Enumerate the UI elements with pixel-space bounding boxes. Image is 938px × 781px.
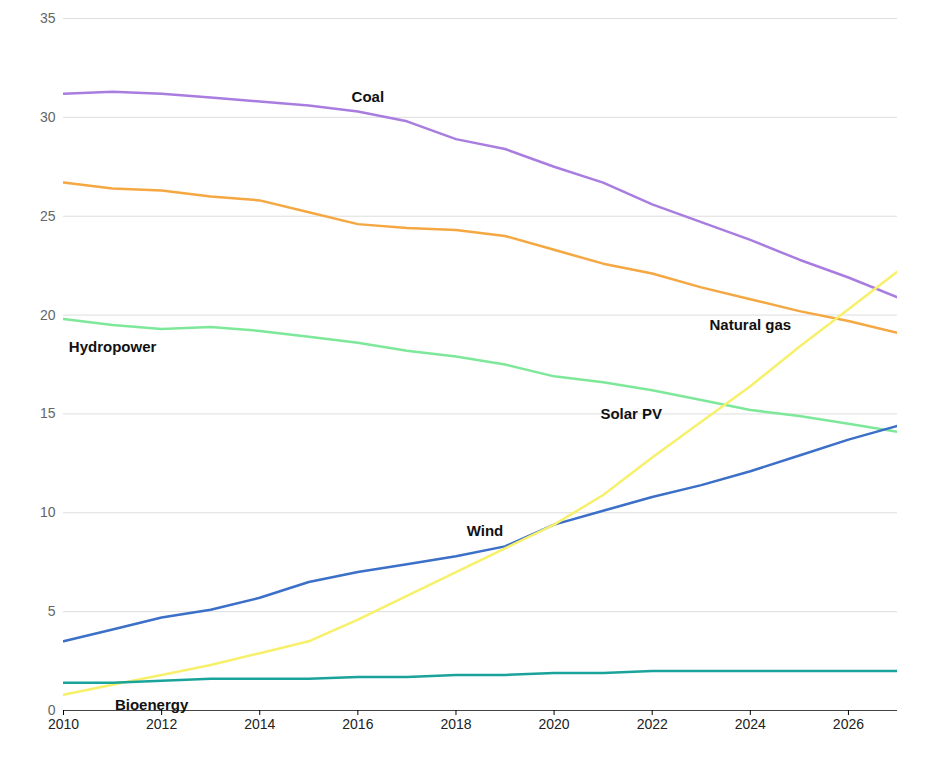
svg-text:30: 30 [40,109,56,125]
svg-text:2012: 2012 [146,716,177,732]
svg-text:2022: 2022 [637,716,668,732]
svg-text:2018: 2018 [440,716,471,732]
svg-text:25: 25 [40,208,56,224]
svg-text:Solar PV: Solar PV [600,405,662,422]
svg-text:2026: 2026 [833,716,864,732]
svg-text:2024: 2024 [735,716,766,732]
svg-text:Wind: Wind [467,522,504,539]
svg-text:Bioenergy: Bioenergy [115,696,189,713]
svg-text:15: 15 [40,405,56,421]
svg-text:Coal: Coal [352,88,385,105]
svg-text:Natural gas: Natural gas [709,316,791,333]
svg-text:2014: 2014 [244,716,275,732]
svg-text:35: 35 [40,10,56,26]
svg-text:10: 10 [40,504,56,520]
svg-text:2010: 2010 [48,716,79,732]
svg-text:Hydropower: Hydropower [69,338,157,355]
svg-text:2016: 2016 [342,716,373,732]
svg-text:2020: 2020 [539,716,570,732]
svg-text:20: 20 [40,307,56,323]
svg-text:0: 0 [47,702,56,718]
svg-text:5: 5 [48,603,56,619]
